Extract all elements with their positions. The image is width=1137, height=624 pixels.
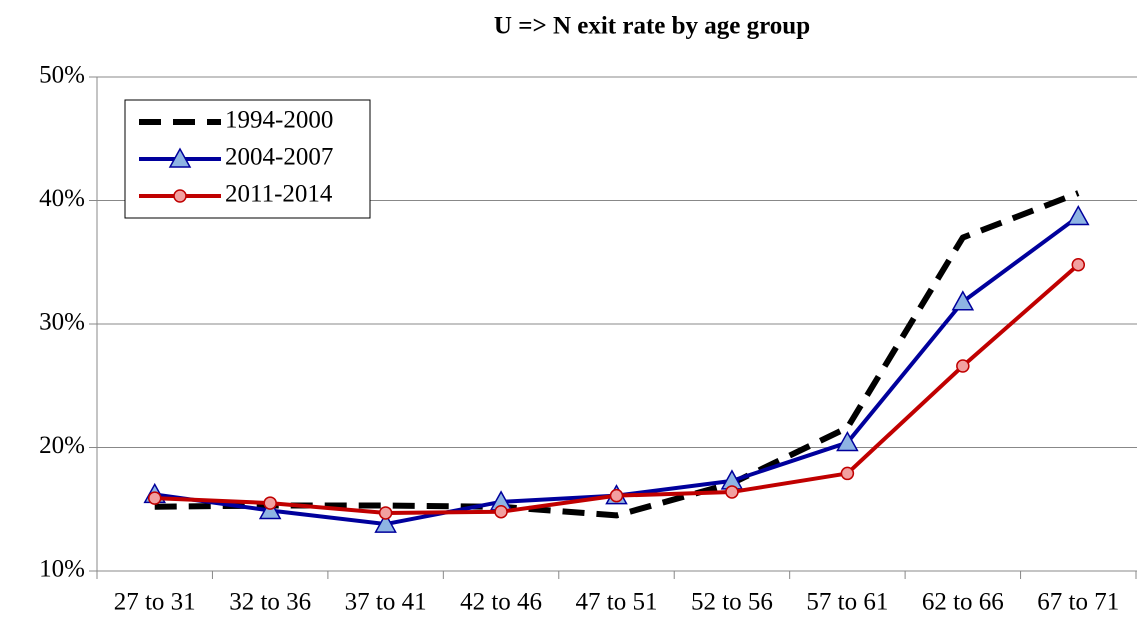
legend-marker <box>168 147 192 168</box>
x-tick-label: 67 to 71 <box>1037 589 1119 616</box>
x-tick-label: 37 to 41 <box>345 589 427 616</box>
legend-label: 2011-2014 <box>225 181 333 208</box>
data-point <box>374 512 397 533</box>
x-tick-label: 52 to 56 <box>691 589 773 616</box>
data-point <box>263 496 277 510</box>
legend-label: 2004-2007 <box>225 144 333 171</box>
data-point <box>609 488 624 503</box>
data-point <box>951 290 975 311</box>
y-tick-label: 40% <box>39 185 85 212</box>
x-tick-label: 47 to 51 <box>576 589 658 616</box>
y-tick-label: 10% <box>39 556 85 583</box>
data-point <box>840 466 855 481</box>
chart-title: U => N exit rate by age group <box>494 13 810 40</box>
data-point <box>725 485 739 499</box>
data-point <box>1067 205 1090 226</box>
data-point <box>378 506 393 520</box>
y-tick-label: 50% <box>39 62 85 89</box>
y-tick-label: 30% <box>39 309 85 336</box>
y-tick-label: 20% <box>39 432 85 459</box>
x-tick-label: 57 to 61 <box>806 589 888 616</box>
data-point <box>956 359 970 373</box>
series-line <box>154 263 1080 515</box>
series-line <box>154 190 1080 519</box>
legend-marker <box>173 189 187 203</box>
x-tick-label: 42 to 46 <box>460 589 542 616</box>
x-tick-label: 27 to 31 <box>114 589 196 616</box>
x-tick-label: 62 to 66 <box>922 589 1004 616</box>
series-line <box>154 214 1080 527</box>
data-point <box>1071 257 1086 272</box>
data-point <box>147 491 162 505</box>
legend-label: 1994-2000 <box>225 107 333 134</box>
data-point <box>494 504 508 519</box>
x-tick-label: 32 to 36 <box>229 589 311 616</box>
data-point <box>836 431 859 452</box>
